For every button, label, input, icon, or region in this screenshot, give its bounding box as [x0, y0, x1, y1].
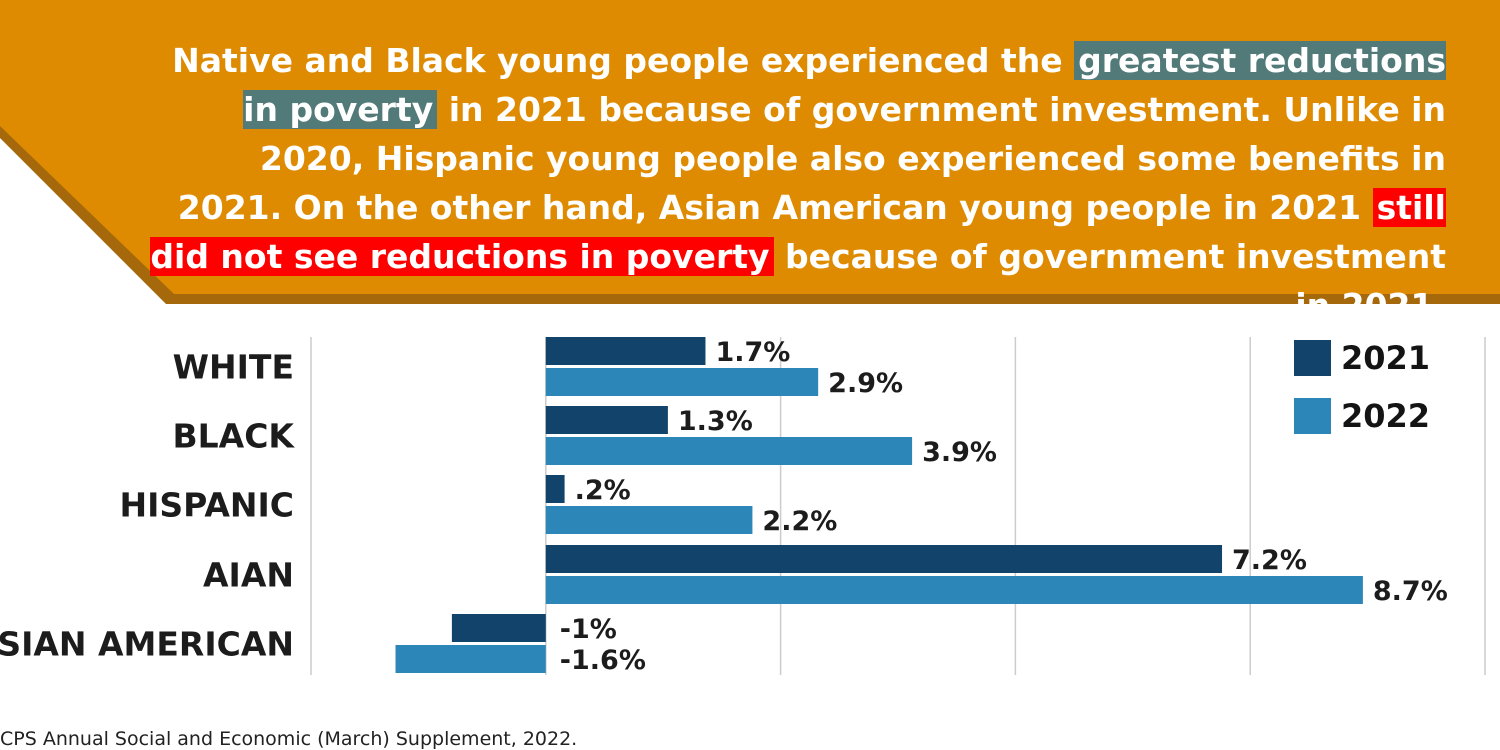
- headline-part-2: in 2021 because of government investment…: [177, 90, 1446, 227]
- chart-legend: 2021 2022: [1294, 339, 1431, 456]
- source-note: CPS Annual Social and Economic (March) S…: [0, 728, 578, 750]
- data-label-2021-hispanic: .2%: [575, 475, 631, 506]
- data-label-2022-aian: 8.7%: [1373, 576, 1448, 607]
- bar-2021-hispanic: [545, 475, 565, 503]
- bar-2022-asian-american: [395, 645, 546, 673]
- bar-chart: WHITE 1.7% 2.9% BLACK 1.3% 3.9% HISPANIC .2% 2.2…: [0, 337, 1486, 676]
- legend-label-2022: 2022: [1341, 397, 1431, 435]
- data-label-2021-asian-american: -1%: [560, 614, 617, 645]
- bar-2022-black: [545, 437, 913, 465]
- data-label-2021-white: 1.7%: [715, 337, 790, 368]
- legend-item-2022: 2022: [1294, 397, 1431, 435]
- data-label-2022-asian-american: -1.6%: [560, 645, 646, 676]
- bar-2022-hispanic: [545, 506, 753, 534]
- category-label-white: WHITE: [173, 348, 294, 387]
- data-label-2022-black: 3.9%: [922, 437, 997, 468]
- bar-2022-white: [545, 368, 819, 396]
- category-label-hispanic: HISPANIC: [120, 486, 294, 525]
- bar-2021-black: [545, 406, 668, 434]
- bar-2022-aian: [545, 576, 1363, 604]
- data-label-2022-white: 2.9%: [828, 368, 903, 399]
- data-label-2021-aian: 7.2%: [1232, 545, 1307, 576]
- bar-2021-aian: [545, 545, 1223, 573]
- category-label-black: BLACK: [172, 417, 295, 456]
- headline-part-3: because of government investment in 2021…: [773, 237, 1446, 325]
- bar-2021-white: [545, 337, 706, 365]
- legend-item-2021: 2021: [1294, 339, 1431, 377]
- legend-swatch-2021: [1294, 340, 1331, 376]
- legend-label-2021: 2021: [1341, 339, 1431, 377]
- headline-part-1: Native and Black young people experience…: [172, 41, 1075, 80]
- data-label-2021-black: 1.3%: [678, 406, 753, 437]
- data-label-2022-hispanic: 2.2%: [762, 506, 837, 537]
- legend-swatch-2022: [1294, 398, 1331, 434]
- category-label-asian-american: ASIAN AMERICAN: [0, 625, 294, 664]
- bar-2021-asian-american: [451, 614, 546, 642]
- category-label-aian: AIAN: [203, 556, 294, 595]
- headline-text: Native and Black young people experience…: [146, 36, 1446, 330]
